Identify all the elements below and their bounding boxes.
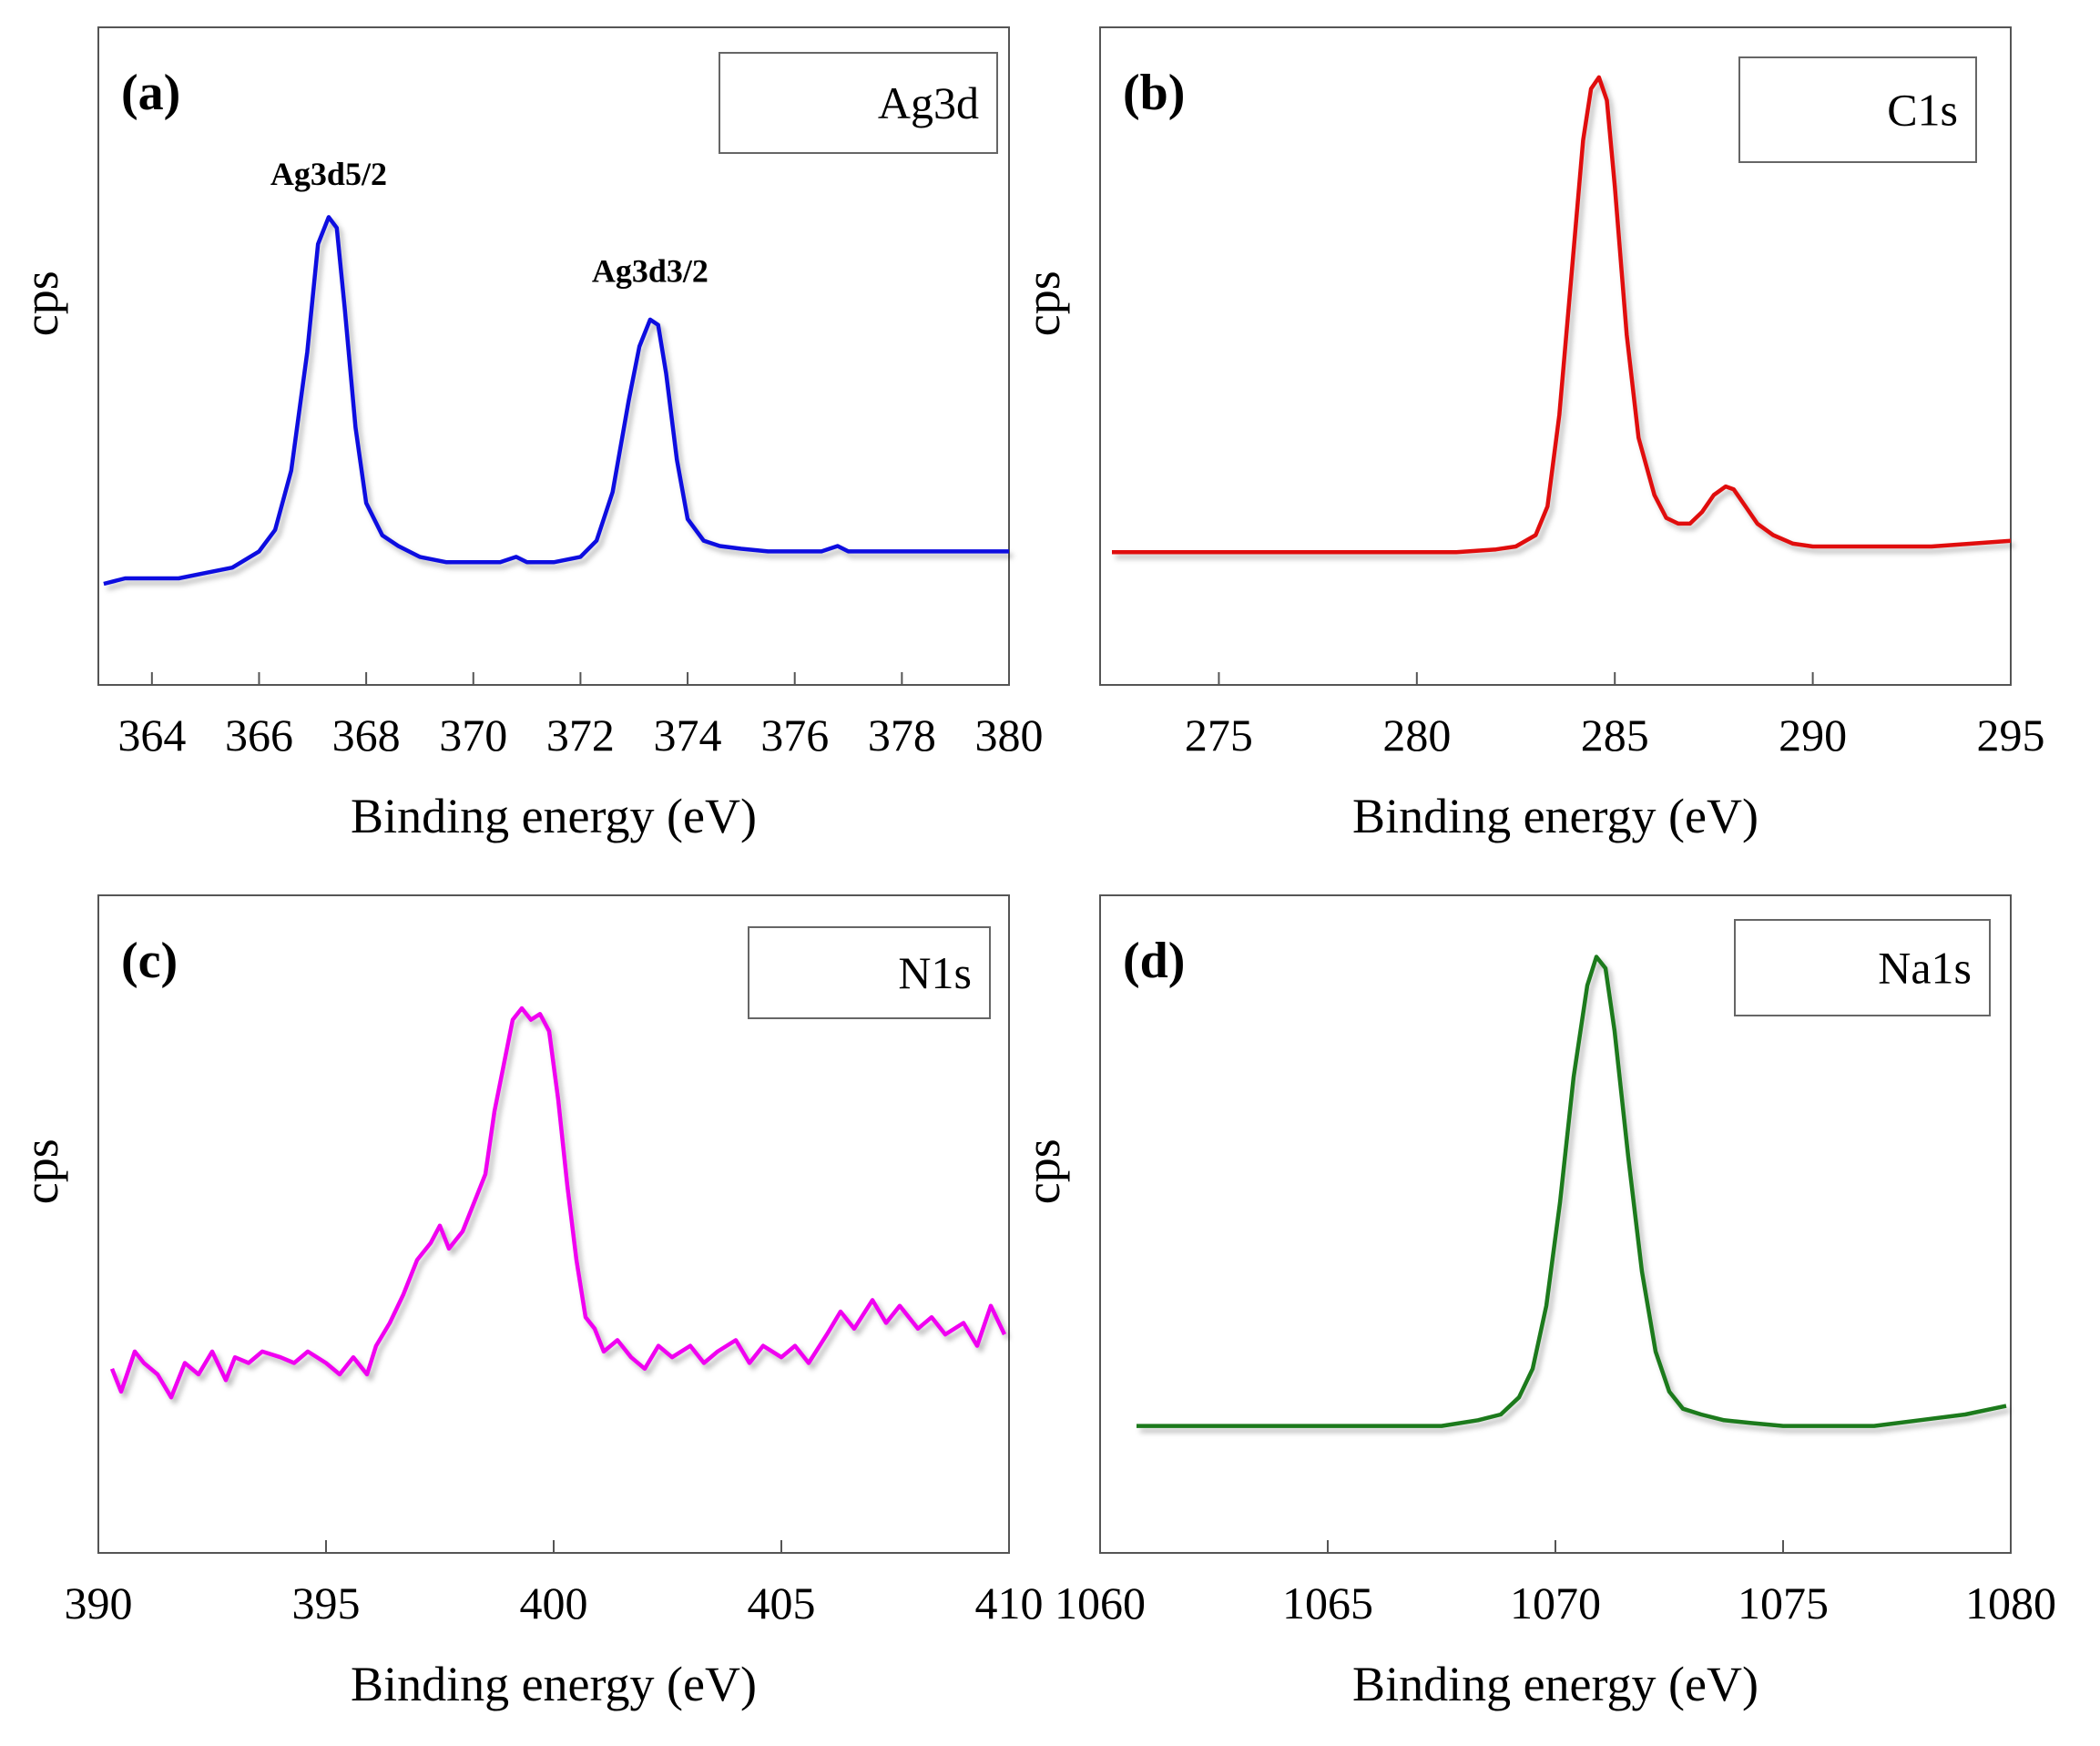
x-tick-label: 376 — [760, 710, 829, 761]
panel-label: (a) — [121, 65, 180, 121]
legend: Na1s — [1734, 919, 1991, 1016]
x-axis-label: Binding energy (eV) — [351, 789, 757, 843]
x-tick-label: 285 — [1581, 710, 1649, 761]
plot-frame — [97, 26, 1010, 686]
x-tick-label: 280 — [1382, 710, 1451, 761]
chart-panel: 1060 1065 1070 1075 1080 Binding energy (eV) c… — [1015, 894, 2056, 1711]
y-axis-label: cps — [14, 271, 68, 336]
x-tick-label: 295 — [1977, 710, 2045, 761]
legend-label: C1s — [1887, 85, 1958, 136]
y-axis-label: cps — [14, 1138, 68, 1204]
x-tick-label: 374 — [654, 710, 722, 761]
chart-panel: 364 366 368 370 372 374 376 378 380 Binding energ… — [14, 26, 1044, 843]
x-tick-label: 275 — [1185, 710, 1253, 761]
panel-label: (c) — [121, 933, 178, 989]
panel-label: (d) — [1123, 933, 1185, 989]
y-axis-label: cps — [1015, 271, 1070, 336]
x-tick-label: 1075 — [1738, 1578, 1829, 1629]
x-tick-label: 395 — [292, 1578, 361, 1629]
x-tick-label: 400 — [520, 1578, 588, 1629]
x-tick-label: 380 — [975, 710, 1044, 761]
x-tick-label: 405 — [748, 1578, 816, 1629]
panel-label: (b) — [1123, 65, 1185, 121]
x-tick-label: 368 — [332, 710, 401, 761]
chart-panel: 390 395 400 405 410 Binding energy (eV) cps (c)… — [14, 894, 1044, 1711]
legend-label: N1s — [898, 947, 972, 998]
x-tick-label: 366 — [225, 710, 293, 761]
x-tick-label: 1080 — [1965, 1578, 2056, 1629]
legend-box — [748, 926, 991, 1019]
x-tick-label: 378 — [868, 710, 936, 761]
x-tick-label: 1070 — [1510, 1578, 1601, 1629]
series-line — [1112, 75, 2012, 555]
y-axis-label: cps — [1015, 1138, 1070, 1204]
legend-box — [719, 52, 998, 154]
x-tick-label: 370 — [439, 710, 507, 761]
legend: N1s — [748, 926, 991, 1019]
x-tick-label: 364 — [117, 710, 186, 761]
x-axis-label: Binding energy (eV) — [1352, 1657, 1758, 1711]
x-axis-label: Binding energy (eV) — [1352, 789, 1758, 843]
x-tick-label: 410 — [975, 1578, 1044, 1629]
peak-annotation: Ag3d3/2 — [592, 252, 708, 289]
peak-annotation: Ag3d5/2 — [270, 156, 387, 192]
legend: C1s — [1738, 56, 1977, 163]
x-tick-label: 290 — [1779, 710, 1847, 761]
x-tick-label: 372 — [546, 710, 615, 761]
x-tick-label: 390 — [65, 1578, 133, 1629]
legend-label: Ag3d — [878, 77, 979, 128]
x-axis-label: Binding energy (eV) — [351, 1657, 757, 1711]
series-line — [103, 215, 1009, 587]
series-line — [1137, 955, 2007, 1428]
x-tick-label: 1060 — [1055, 1578, 1146, 1629]
plot-frame — [1099, 26, 2012, 686]
legend-label: Na1s — [1878, 943, 1972, 994]
legend: Ag3d — [719, 52, 998, 154]
chart-panel: 275 280 285 290 295 Binding energy (eV) cps (b)… — [1015, 26, 2045, 843]
series-line — [109, 1006, 1007, 1400]
x-tick-label: 1065 — [1282, 1578, 1373, 1629]
